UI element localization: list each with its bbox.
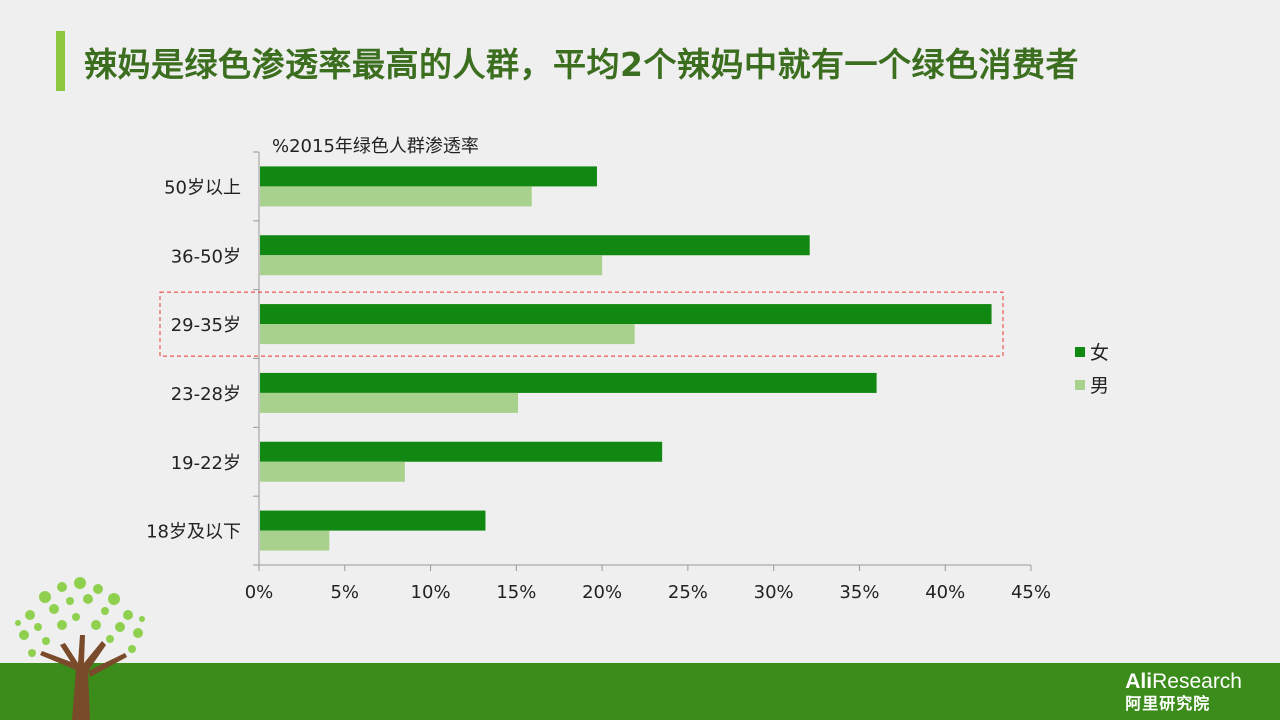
bar-female [260,441,663,462]
bar-chart: %2015年绿色人群渗透率 0% 5% 10% 15% 20% 25% 30% 35% 40% 45… [146,136,1109,603]
category-label: 36-50岁 [171,246,241,267]
bar-male [260,186,532,207]
bar-female [260,372,877,393]
x-tick-label: 5% [330,582,359,603]
chart-title: %2015年绿色人群渗透率 [272,136,479,157]
bar-female [260,304,992,325]
x-tick-label: 35% [839,582,879,603]
highlight-box [159,291,1004,357]
x-tick-label: 30% [754,582,794,603]
bar-male [260,461,405,482]
footer-band [0,663,1280,720]
bar-male [260,530,330,551]
legend-label: 女 [1090,342,1109,364]
category-label: 18岁及以下 [146,522,241,543]
bar-male [260,255,603,276]
x-tick-label: 15% [496,582,536,603]
x-tick-label: 0% [245,582,274,603]
legend-swatch-male [1075,380,1085,390]
x-tick-label: 10% [411,582,451,603]
x-tick-label: 25% [668,582,708,603]
category-label: 19-22岁 [171,453,241,474]
title-accent-bar [56,31,65,91]
aliresearch-logo: AliResearch 阿里研究院 [1125,670,1242,713]
bar-male [260,324,635,345]
legend-label: 男 [1090,375,1109,397]
legend-swatch-female [1075,347,1085,357]
category-label: 23-28岁 [171,384,241,405]
category-label: 29-35岁 [171,315,241,336]
x-tick-label: 20% [582,582,622,603]
x-tick-label: 45% [1011,582,1051,603]
category-label: 50岁以上 [164,177,241,198]
bar-female [260,510,486,531]
tree-icon [15,577,145,720]
x-tick-label: 40% [925,582,965,603]
bar-female [260,235,810,256]
bar-female [260,166,597,187]
bar-male [260,392,519,413]
page-title: 辣妈是绿色渗透率最高的人群，平均2个辣妈中就有一个绿色消费者 [84,45,1079,84]
